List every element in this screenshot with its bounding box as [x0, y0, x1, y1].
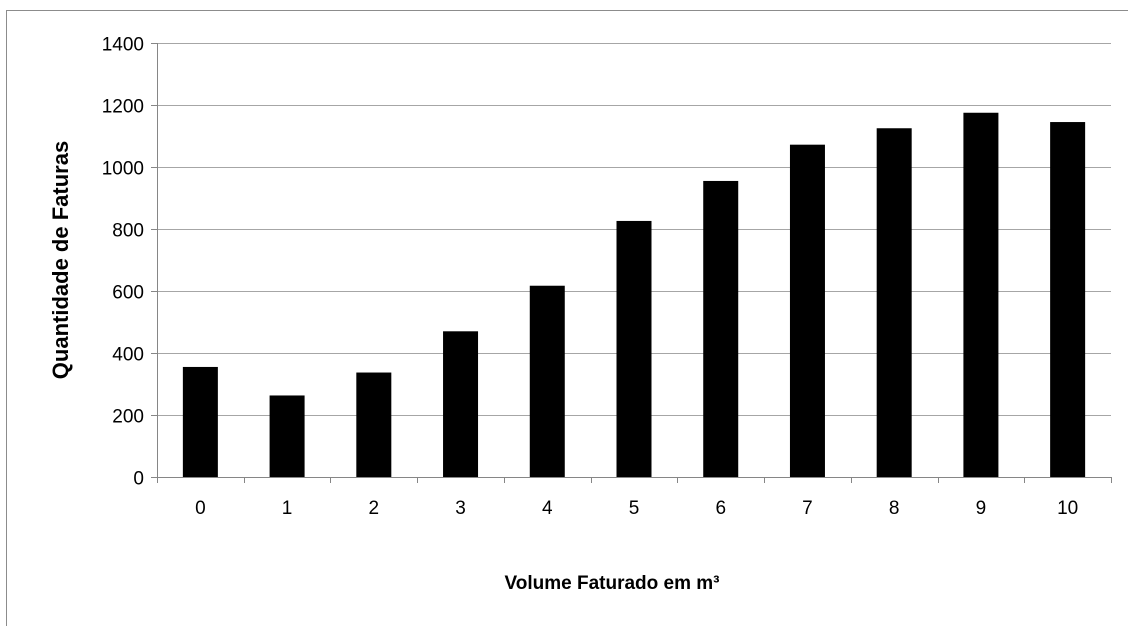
bar-2: [356, 372, 392, 477]
bars: [182, 112, 1086, 478]
y-tick-label: 600: [112, 283, 144, 304]
x-tick-label: 3: [455, 498, 466, 519]
chart-frame: [6, 10, 1128, 626]
bar-8: [876, 128, 912, 477]
y-tick-label: 1000: [102, 159, 144, 180]
bar-0: [182, 366, 218, 477]
bar-5: [616, 220, 652, 477]
axes: [151, 43, 1112, 483]
x-tick-label: 5: [629, 498, 640, 519]
bar-1: [269, 395, 305, 477]
x-tick-label: 4: [542, 498, 553, 519]
x-tick-label: 6: [715, 498, 726, 519]
x-tick-labels: 0 1 2 3 4 5 6 7 8 9 10: [195, 498, 1078, 519]
y-axis-title: Quantidade de Faturas: [48, 141, 73, 379]
bar-3: [443, 331, 479, 477]
y-tick-label: 1200: [102, 97, 144, 118]
bar-7: [789, 144, 825, 477]
x-tick-label: 9: [976, 498, 987, 519]
x-axis-title: Volume Faturado em m³: [504, 573, 719, 594]
x-tick-label: 10: [1057, 498, 1078, 519]
y-tick-labels: 0 200 400 600 800 1000 1200 1400: [102, 35, 144, 490]
y-tick-label: 200: [112, 407, 144, 428]
y-tick-label: 1400: [102, 35, 144, 56]
y-tick-label: 400: [112, 345, 144, 366]
x-tick-label: 8: [889, 498, 900, 519]
bar-6: [703, 180, 739, 477]
x-tick-label: 0: [195, 498, 206, 519]
bar-9: [963, 112, 999, 477]
y-tick-label: 800: [112, 221, 144, 242]
bar-10: [1050, 122, 1086, 478]
bar-4: [529, 285, 565, 477]
x-tick-label: 1: [282, 498, 293, 519]
x-tick-label: 2: [369, 498, 380, 519]
y-tick-label: 0: [133, 469, 144, 490]
x-tick-label: 7: [802, 498, 813, 519]
